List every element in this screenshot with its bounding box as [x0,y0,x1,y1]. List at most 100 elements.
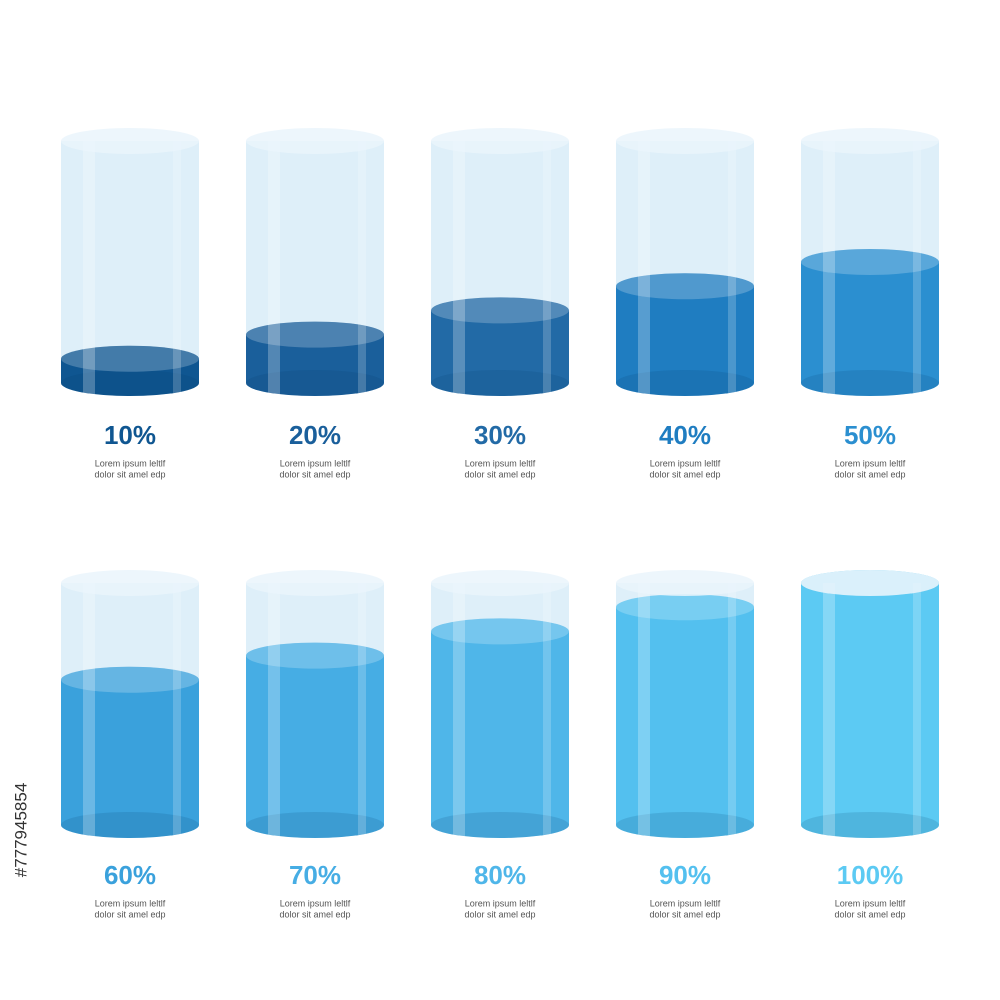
highlight [543,141,551,394]
caption: dolor sit amel edp [94,909,165,919]
liquid-bottom [616,370,754,396]
highlight [638,141,650,394]
highlight [358,583,366,836]
highlight [823,141,835,394]
highlight [728,583,736,836]
value-label: 80% [474,860,526,890]
value-label: 10% [104,420,156,450]
liquid-bottom-shade [246,370,384,396]
caption: Lorem ipsum leltlf [280,898,351,908]
glass-top [61,128,199,154]
liquid [616,286,754,383]
liquid-top-shine [431,618,569,645]
highlight [173,583,181,836]
value-label: 30% [474,420,526,450]
liquid-top [801,249,939,275]
caption: dolor sit amel edp [464,469,535,479]
liquid-bottom [431,370,569,396]
caption: Lorem ipsum leltlf [835,898,906,908]
liquid-bottom-shade [61,812,199,838]
caption: dolor sit amel edp [649,469,720,479]
liquid-top-shine [801,249,939,275]
highlight [543,583,551,836]
highlight [268,141,280,394]
liquid-bottom [431,812,569,838]
liquid-top [61,666,199,693]
glass-body [61,141,199,383]
caption: dolor sit amel edp [649,909,720,919]
highlight [173,141,181,394]
liquid-bottom-shade [431,370,569,396]
liquid-top-shine [616,594,754,621]
liquid-bottom-shade [616,812,754,838]
liquid-bottom [61,812,199,838]
highlight [913,141,921,394]
liquid-top-shine [616,273,754,300]
liquid-top [431,618,569,645]
liquid-bottom-shade [616,370,754,396]
highlight [913,583,921,836]
caption: dolor sit amel edp [279,909,350,919]
glass-top [801,128,939,154]
liquid-bottom [616,812,754,838]
liquid-bottom [801,812,939,838]
liquid-top-shine [61,345,199,372]
liquid [246,655,384,825]
liquid-top-shine [431,297,569,324]
liquid-top [616,594,754,621]
liquid-top [431,297,569,324]
liquid-bottom [801,370,939,396]
highlight [83,583,95,836]
liquid-bottom-shade [431,812,569,838]
value-label: 40% [659,420,711,450]
caption: Lorem ipsum leltlf [465,898,536,908]
highlight [453,583,465,836]
highlight [83,141,95,394]
liquid-top-shine [246,321,384,348]
value-label: 100% [837,860,904,890]
liquid-top-shine [246,642,384,669]
glass-top [801,570,939,596]
value-label: 70% [289,860,341,890]
caption: dolor sit amel edp [279,469,350,479]
glass-top [61,570,199,596]
liquid [801,583,939,825]
glass-top [431,128,569,154]
glass-top [246,570,384,596]
caption: Lorem ipsum leltlf [95,458,166,468]
caption: Lorem ipsum leltlf [465,458,536,468]
liquid [431,631,569,825]
liquid-top [61,345,199,372]
highlight [728,141,736,394]
liquid-bottom [61,370,199,396]
liquid-bottom-shade [61,370,199,396]
caption: dolor sit amel edp [94,469,165,479]
highlight [638,583,650,836]
liquid [61,679,199,825]
liquid [801,262,939,383]
highlight [358,141,366,394]
liquid-top [246,642,384,669]
liquid-bottom-shade [801,812,939,838]
side-id: #777945854 [11,783,30,878]
caption: Lorem ipsum leltlf [95,898,166,908]
liquid-bottom [246,812,384,838]
liquid-top [616,273,754,300]
value-label: 60% [104,860,156,890]
highlight [823,583,835,836]
highlight [453,141,465,394]
glass-top [616,128,754,154]
glass-top [246,128,384,154]
caption: dolor sit amel edp [834,909,905,919]
caption: dolor sit amel edp [464,909,535,919]
glass-top [431,570,569,596]
liquid-top [246,321,384,348]
liquid-bottom-shade [246,812,384,838]
caption: Lorem ipsum leltlf [650,898,721,908]
liquid-top-shine [61,666,199,693]
highlight [268,583,280,836]
caption: dolor sit amel edp [834,469,905,479]
liquid-bottom-shade [801,370,939,396]
liquid-bottom [246,370,384,396]
